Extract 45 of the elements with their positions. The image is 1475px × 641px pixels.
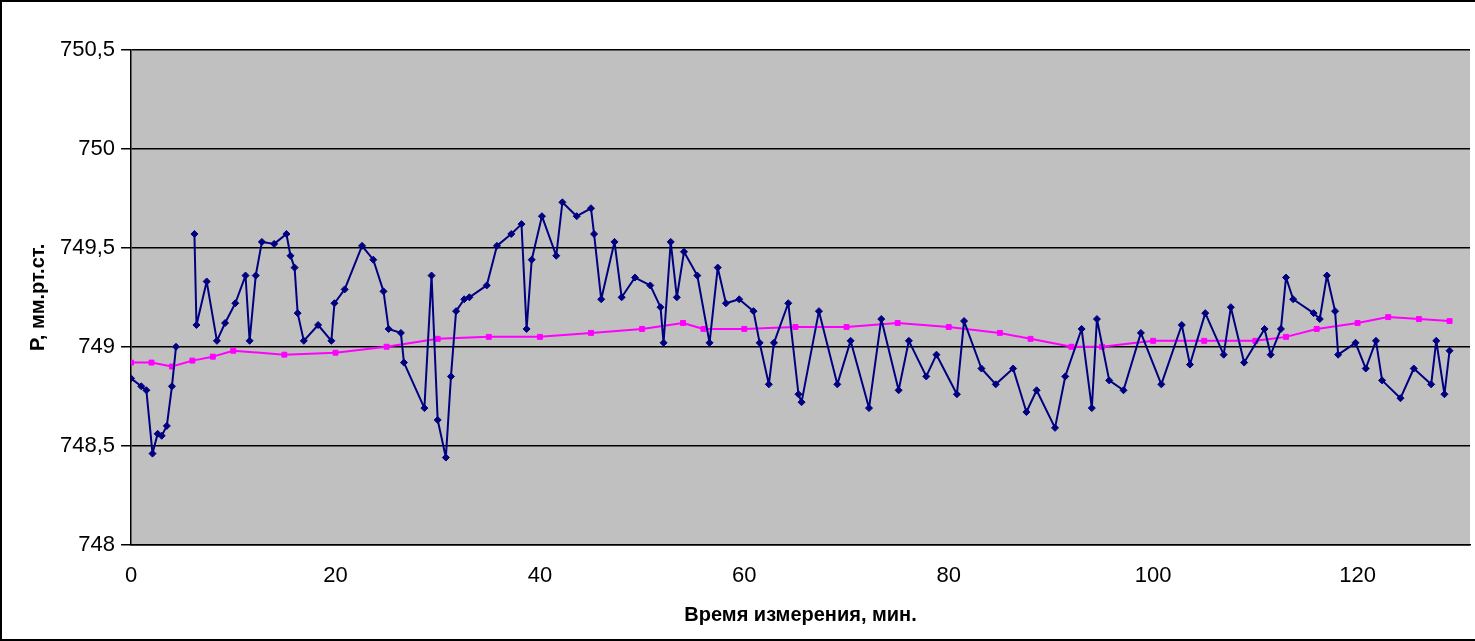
point <box>639 325 646 332</box>
y-tick-label: 749 <box>78 332 116 358</box>
x-tick-label: 40 <box>527 561 553 587</box>
point <box>383 343 390 350</box>
point <box>1415 316 1422 323</box>
point <box>1068 343 1075 350</box>
x-tick-label: 0 <box>124 561 138 587</box>
x-axis-title: Время измерения, мин. <box>684 602 917 625</box>
point <box>1283 333 1289 340</box>
point <box>588 329 594 336</box>
point <box>148 359 155 366</box>
point <box>1385 314 1392 321</box>
y-tick-label: 748,5 <box>59 431 116 457</box>
x-tick-label: 80 <box>936 561 961 587</box>
point <box>1150 337 1157 344</box>
point <box>945 324 952 330</box>
x-tick-label: 60 <box>732 561 757 587</box>
y-tick-label: 749,5 <box>59 233 116 259</box>
y-tick-label: 748 <box>78 530 116 556</box>
y-axis-title: P, мм.рт.ст. <box>25 243 48 351</box>
point <box>485 333 492 340</box>
point <box>209 353 216 360</box>
point <box>1027 335 1034 342</box>
x-tick-label: 120 <box>1339 561 1376 587</box>
point <box>1354 320 1361 326</box>
point <box>792 324 799 330</box>
point <box>434 335 441 342</box>
point <box>1201 337 1208 344</box>
point <box>843 324 850 330</box>
point <box>680 320 686 326</box>
point <box>996 329 1003 336</box>
point <box>332 349 339 356</box>
point <box>281 351 288 358</box>
point <box>700 325 707 332</box>
point <box>1446 318 1453 325</box>
y-tick-label: 750 <box>78 134 116 160</box>
point <box>1313 325 1320 332</box>
point <box>741 325 748 332</box>
point <box>894 320 901 326</box>
point <box>189 357 196 364</box>
x-tick-label: 20 <box>323 561 348 587</box>
x-tick-label: 100 <box>1134 561 1172 587</box>
point <box>536 333 543 340</box>
y-tick-label: 750,5 <box>59 36 116 62</box>
point <box>230 347 237 354</box>
